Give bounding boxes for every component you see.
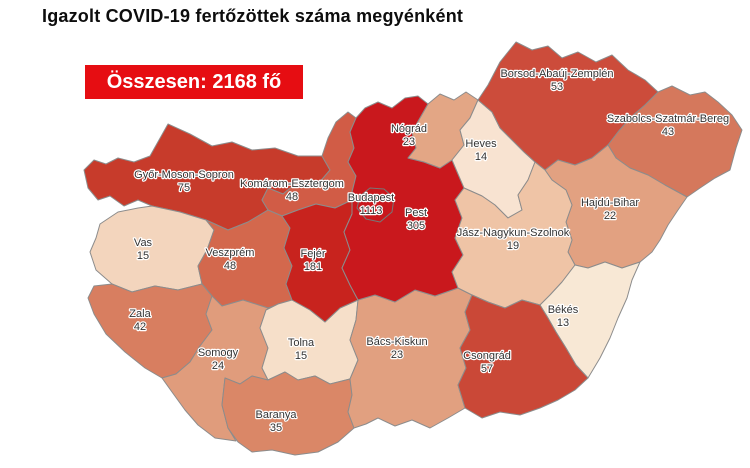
county-vas: [89, 205, 215, 293]
county-csongrad: [457, 294, 589, 419]
county-bacs-kiskun: [347, 287, 473, 429]
county-label-pest: Pest: [405, 207, 427, 219]
county-label-bacs-kiskun: Bács-Kiskun: [366, 336, 427, 348]
county-label-szabolcs-szatmar-bereg: Szabolcs-Szatmár-Bereg: [607, 113, 729, 125]
county-value-gyor-moson-sopron: 75: [178, 182, 190, 194]
county-value-bekes: 13: [557, 317, 569, 329]
county-label-hajdu-bihar: Hajdú-Bihar: [581, 197, 639, 209]
county-label-baranya: Baranya: [256, 409, 298, 421]
county-value-heves: 14: [475, 151, 487, 163]
county-value-bacs-kiskun: 23: [391, 349, 403, 361]
county-value-jasz-nagykun-szolnok: 19: [507, 240, 519, 252]
county-label-bekes: Békés: [548, 304, 579, 316]
county-label-csongrad: Csongrád: [463, 350, 511, 362]
county-value-budapest: 1113: [360, 205, 383, 217]
county-veszprem: [197, 209, 293, 309]
county-value-pest: 305: [407, 220, 425, 232]
county-label-gyor-moson-sopron: Győr-Moson-Sopron: [134, 169, 234, 181]
county-label-jasz-nagykun-szolnok: Jász-Nagykun-Szolnok: [457, 227, 570, 239]
page-title: Igazolt COVID-19 fertőzöttek száma megyé…: [42, 6, 464, 26]
county-szabolcs-szatmar-bereg: [607, 85, 743, 198]
county-value-vas: 15: [137, 250, 149, 262]
county-jasz-nagykun-szolnok: [451, 161, 576, 309]
county-value-csongrad: 57: [481, 363, 493, 375]
county-label-fejer: Fejér: [300, 248, 325, 260]
county-value-hajdu-bihar: 22: [604, 210, 616, 222]
county-label-tolna: Tolna: [288, 337, 315, 349]
county-value-fejer: 181: [304, 261, 322, 273]
county-label-budapest: Budapest: [348, 192, 394, 204]
total-badge-text: Összesen: 2168 fő: [106, 70, 282, 93]
county-value-borsod-abauj-zemplen: 53: [551, 81, 563, 93]
county-label-somogy: Somogy: [198, 347, 239, 359]
county-regions: [83, 41, 743, 456]
county-value-zala: 42: [134, 321, 146, 333]
county-label-zala: Zala: [129, 308, 151, 320]
county-value-baranya: 35: [270, 422, 282, 434]
county-budapest: [356, 187, 395, 223]
county-value-nograd: 23: [403, 136, 415, 148]
county-label-borsod-abauj-zemplen: Borsod-Abaúj-Zemplén: [500, 68, 613, 80]
county-value-komarom-esztergom: 48: [286, 191, 298, 203]
county-label-vas: Vas: [134, 237, 153, 249]
county-label-komarom-esztergom: Komárom-Esztergom: [240, 178, 344, 190]
total-badge: Összesen: 2168 fő: [85, 65, 303, 99]
county-value-tolna: 15: [295, 350, 307, 362]
county-label-veszprem: Veszprém: [206, 247, 255, 259]
county-label-nograd: Nógrád: [391, 123, 427, 135]
county-value-szabolcs-szatmar-bereg: 43: [662, 126, 674, 138]
county-value-somogy: 24: [212, 360, 224, 372]
county-value-veszprem: 48: [224, 260, 236, 272]
county-label-heves: Heves: [465, 138, 497, 150]
